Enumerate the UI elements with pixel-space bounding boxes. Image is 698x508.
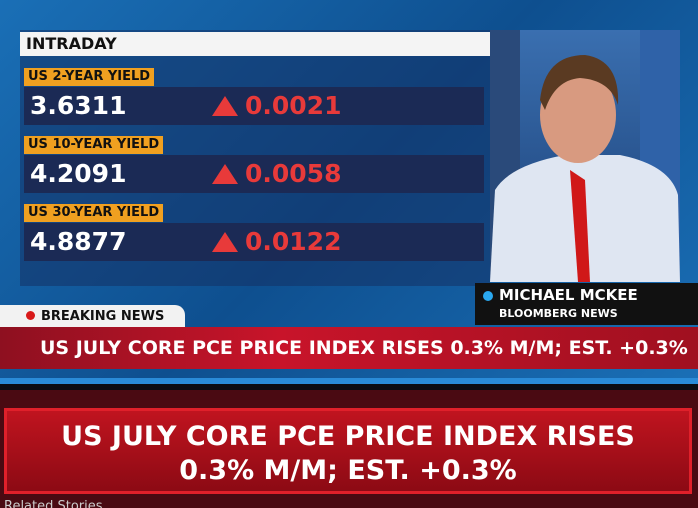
- breaking-dot: [26, 311, 35, 320]
- breaking-label: BREAKING NEWS: [41, 309, 165, 324]
- panel-title: INTRADAY: [20, 32, 490, 56]
- up-arrow: [212, 164, 238, 184]
- banner-line: US JULY CORE PCE PRICE INDEX RISES: [61, 421, 635, 452]
- headline-text: US JULY CORE PCE PRICE INDEX RISES 0.3% …: [40, 337, 688, 359]
- yield-change: 0.0058: [245, 159, 342, 188]
- headline-banner: US JULY CORE PCE PRICE INDEX RISES 0.3% …: [4, 408, 692, 494]
- yield-label: US 10-YEAR YIELD: [24, 136, 164, 154]
- yield-change: 0.0021: [245, 91, 342, 120]
- headline-bar: US JULY CORE PCE PRICE INDEX RISES 0.3% …: [0, 327, 698, 369]
- yield-value: 4.2091: [30, 159, 127, 188]
- yield-value: 4.8877: [30, 227, 127, 256]
- up-arrow: [212, 96, 238, 116]
- up-arrow: [212, 232, 238, 252]
- banner-line: 0.3% M/M; EST. +0.3%: [179, 455, 517, 486]
- live-dot: [483, 291, 493, 301]
- anchor-name: MICHAEL MCKEE: [499, 286, 638, 304]
- yield-row: [24, 223, 484, 261]
- divider: [0, 378, 698, 384]
- yield-label: US 2-YEAR YIELD: [24, 68, 155, 86]
- breaking-tab: BREAKING NEWS: [0, 305, 185, 328]
- yield-change: 0.0122: [245, 227, 342, 256]
- yield-row: [24, 155, 484, 193]
- yield-row: [24, 87, 484, 125]
- anchor-figure: [490, 30, 680, 282]
- related-stories: Related Stories: [4, 499, 103, 508]
- anchor-video: [490, 30, 680, 282]
- yield-value: 3.6311: [30, 91, 127, 120]
- yield-label: US 30-YEAR YIELD: [24, 204, 164, 222]
- anchor-affiliation: BLOOMBERG NEWS: [499, 307, 618, 320]
- name-plate: MICHAEL MCKEE BLOOMBERG NEWS: [475, 283, 698, 325]
